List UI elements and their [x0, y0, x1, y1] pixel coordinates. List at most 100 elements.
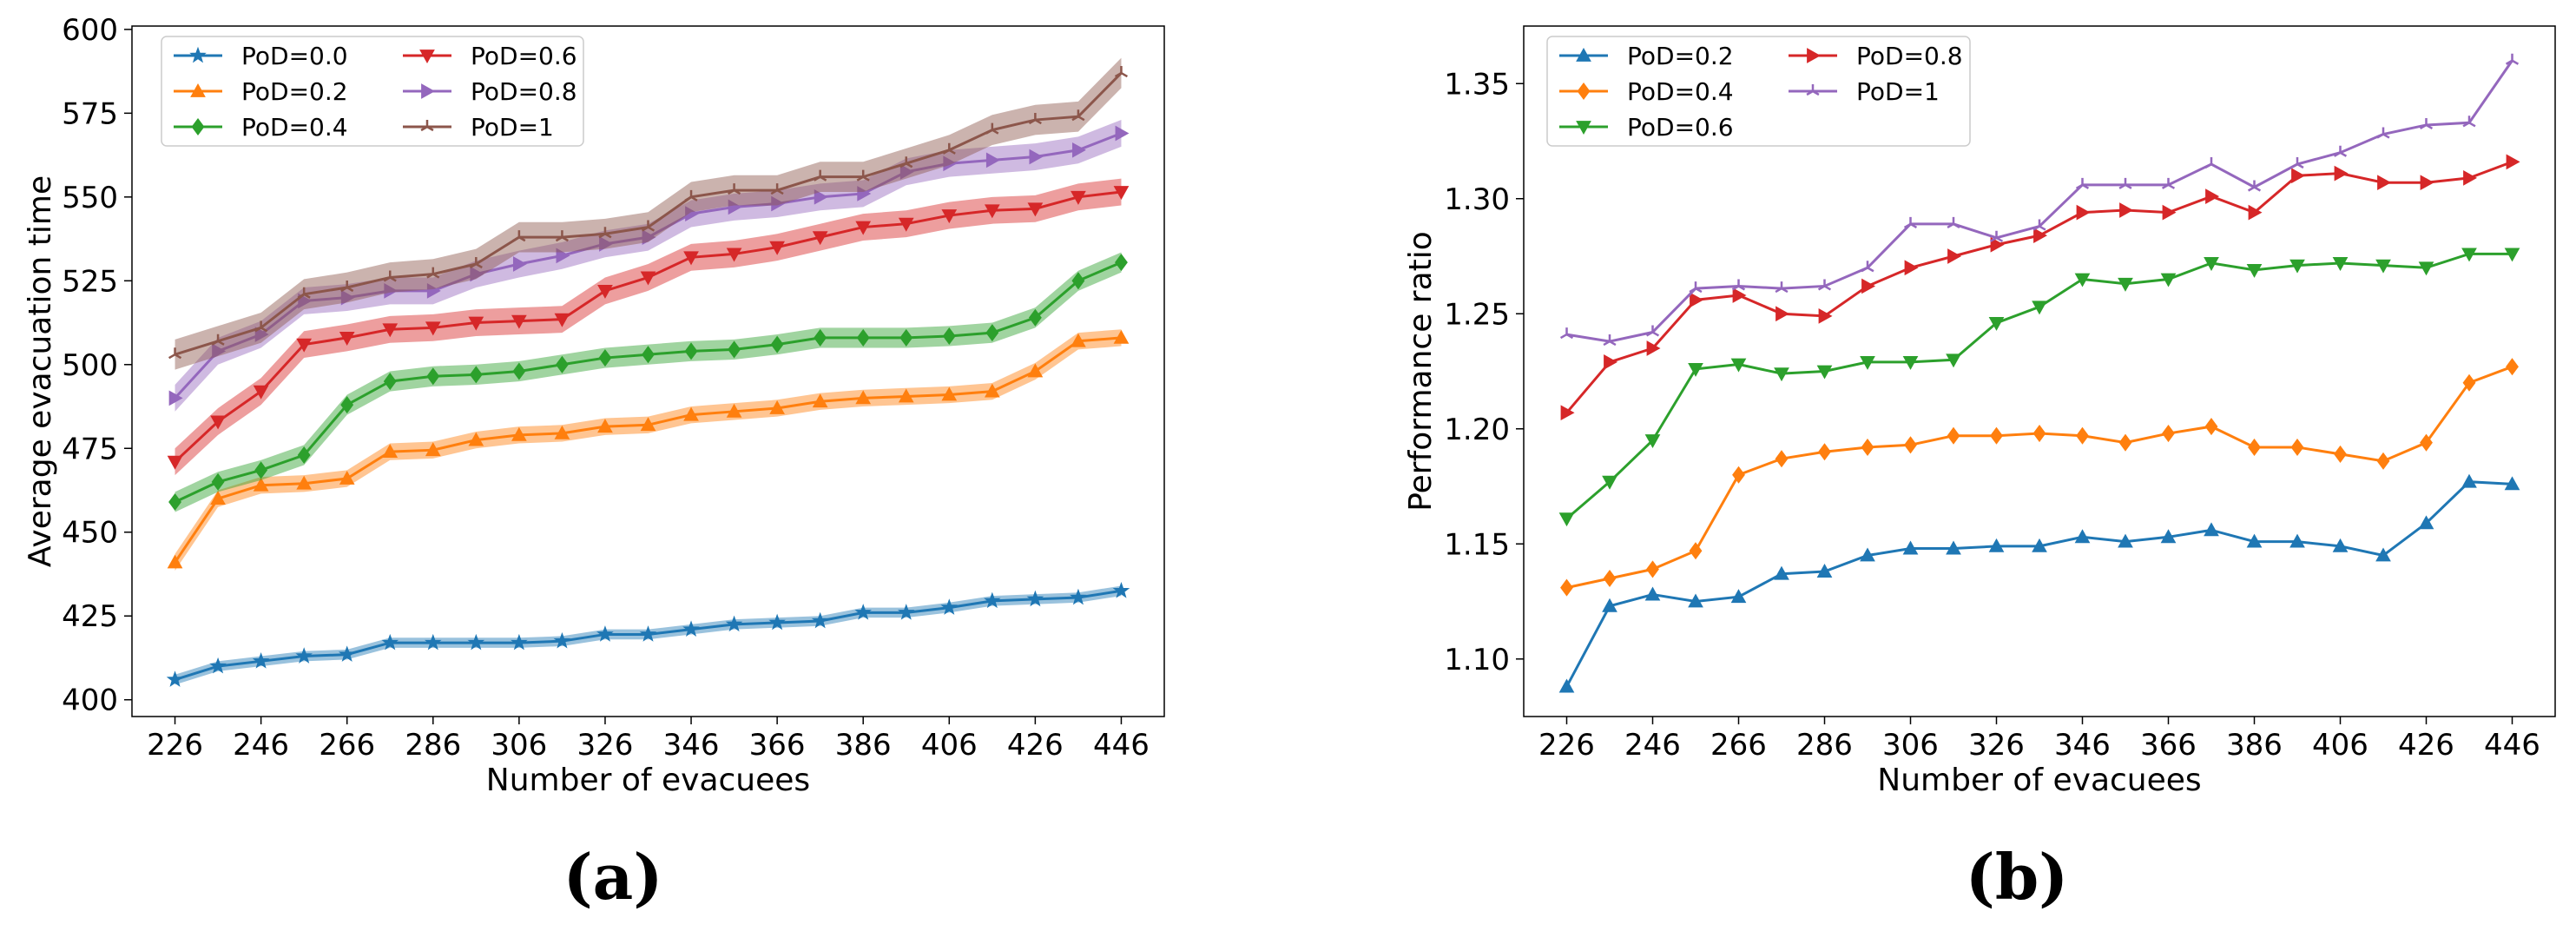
panel-a-legend-label: PoD=0.6	[471, 42, 577, 70]
panel-a-series-3-point	[339, 332, 355, 346]
panel-b-legend-label: PoD=0.8	[1856, 42, 1963, 70]
panel-a-legend-entry: PoD=0.8	[403, 77, 577, 106]
panel-a-series-4-point	[384, 283, 399, 299]
panel-a-series-0-point	[897, 604, 915, 620]
panel-a-series-4-point	[512, 256, 527, 272]
panel-b-legend-label: PoD=0.6	[1627, 113, 1734, 142]
panel-a-series-3-point	[468, 316, 484, 331]
panel-a-series-3-point	[554, 313, 570, 327]
panel-b-series-4-point	[2161, 177, 2176, 189]
panel-a-series-5-point	[211, 334, 225, 346]
panel-a-legend-label: PoD=0.2	[241, 77, 348, 106]
panel-b-series-4-point	[1559, 327, 1574, 340]
panel-b-series-4	[1559, 53, 2520, 347]
panel-b-series-1-point	[2420, 433, 2433, 452]
panel-b-series-3-point	[2420, 175, 2434, 191]
panel-b-series-2-point	[1688, 362, 1703, 377]
panel-a-x-tick-label: 426	[1007, 728, 1064, 763]
panel-b-series-4-point	[2247, 180, 2262, 192]
panel-b-series-1-point	[1689, 542, 1703, 560]
panel-a-series-1	[167, 329, 1130, 571]
panel-a-series-0-point	[209, 657, 227, 674]
panel-b-y-tick-label: 1.25	[1444, 297, 1510, 332]
panel-b-series-0-point	[2246, 533, 2263, 548]
panel-b-series-4-point	[2505, 53, 2520, 65]
panel-a-series-1-point	[855, 390, 872, 405]
panel-b-series-4-point	[2075, 177, 2090, 189]
panel-b-series-0-point	[2204, 522, 2219, 537]
panel-b-x-tick-label: 426	[2398, 728, 2454, 763]
panel-a-x-tick-label: 266	[319, 728, 375, 763]
panel-a-series-4-point	[426, 283, 441, 299]
panel-a-x-tick-label: 306	[491, 728, 547, 763]
panel-b-series-4-point	[2118, 177, 2132, 189]
panel-a-axes-frame	[131, 25, 1165, 717]
panel-b-x-tick-label: 366	[2140, 728, 2197, 763]
panel-b-series-4-point	[1603, 334, 1617, 347]
panel-b-series-0-point	[1860, 547, 1875, 562]
panel-a-series-0-point	[553, 631, 571, 649]
panel-a-series-1-point	[683, 406, 699, 421]
panel-a-series-3-point	[425, 321, 441, 336]
panel-a-legend-label: PoD=0.4	[241, 113, 348, 142]
panel-b-series-2-point	[1816, 365, 1833, 380]
panel-a-series-5-point	[555, 230, 569, 242]
panel-b-series-4-point	[1817, 279, 1832, 291]
panel-b-series-2-point	[1902, 355, 1919, 370]
panel-a-series-0-point	[984, 591, 1001, 609]
panel-b-legend-label: PoD=0.2	[1627, 42, 1734, 70]
panel-a-series-0-point	[1112, 582, 1130, 598]
panel-a-series-1-point	[167, 554, 183, 569]
panel-b-x-axis-label: Number of evacuees	[1877, 763, 2201, 798]
panel-a-series-4-point	[899, 164, 914, 180]
panel-a-series-4-point	[1115, 125, 1130, 142]
panel-b-series-1-point	[2204, 418, 2218, 436]
panel-b-legend-entry: PoD=0.2	[1559, 42, 1734, 70]
panel-b-x-tick-label: 286	[1796, 728, 1853, 763]
panel-a-legend-box	[161, 36, 584, 147]
panel-a-series-0-point	[940, 598, 959, 615]
panel-b-x-tick-label: 326	[1968, 728, 2025, 763]
panel-a-series-4-point	[470, 266, 484, 282]
panel-a-series-0-point	[511, 633, 528, 651]
panel-a-series-5-point	[641, 220, 656, 232]
panel-b-series-0-point	[1558, 678, 1575, 693]
panel-a-series-2-point	[598, 349, 612, 367]
panel-b-series-1-point	[1818, 443, 1831, 461]
panel-b-legend-marker	[1577, 82, 1591, 101]
panel-b-series-3-point	[2033, 228, 2048, 243]
panel-b-series-2-line	[1565, 252, 2513, 520]
panel-a-series-1-point	[468, 432, 484, 446]
panel-a-series-5-point	[512, 230, 526, 242]
panel-b-series-2-point	[2332, 257, 2349, 271]
panel-a-x-tick-label: 406	[921, 728, 978, 763]
panel-a-series-0-point	[1026, 590, 1044, 607]
panel-a-x-tick-label: 326	[577, 728, 634, 763]
panel-b-y-tick-label: 1.10	[1444, 643, 1510, 677]
panel-a-series-4-point	[1072, 142, 1086, 158]
panel-a-series-3-point	[511, 314, 527, 329]
panel-b-legend-marker	[1576, 47, 1591, 62]
panel-b-x-tick-label: 306	[1882, 728, 1939, 763]
panel-a-y-tick-label: 500	[62, 348, 118, 383]
panel-a-series-1-point	[984, 383, 1000, 398]
panel-a-label: (a)	[563, 840, 663, 914]
panel-a-series-3-point	[253, 385, 269, 400]
panel-b-series-4-point	[2333, 145, 2348, 157]
panel-b-series-4-point	[1731, 279, 1746, 291]
panel-b-series-4-point	[1645, 325, 1660, 337]
panel-b-series-3-point	[2291, 168, 2306, 184]
panel-b-series-0-line	[1565, 480, 2513, 688]
panel-a-series-4-point	[340, 289, 355, 306]
panel-a-series-2-point	[770, 335, 784, 353]
panel-b-series-1-point	[2506, 358, 2519, 376]
panel-a-series-3-point	[984, 204, 1000, 219]
panel-a-series-4-point	[985, 152, 1000, 168]
panel-a-x-axis-label: Number of evacuees	[486, 763, 810, 798]
panel-a-series-3-point	[597, 284, 613, 299]
panel-a-chart: 226 246 266 286 306 326 346 366 386 406 426 446 400 4…	[23, 13, 1165, 914]
panel-b-axes-frame	[1523, 25, 2556, 717]
panel-a-series-5-point	[1071, 109, 1085, 122]
panel-a-series-0-point	[425, 633, 442, 651]
